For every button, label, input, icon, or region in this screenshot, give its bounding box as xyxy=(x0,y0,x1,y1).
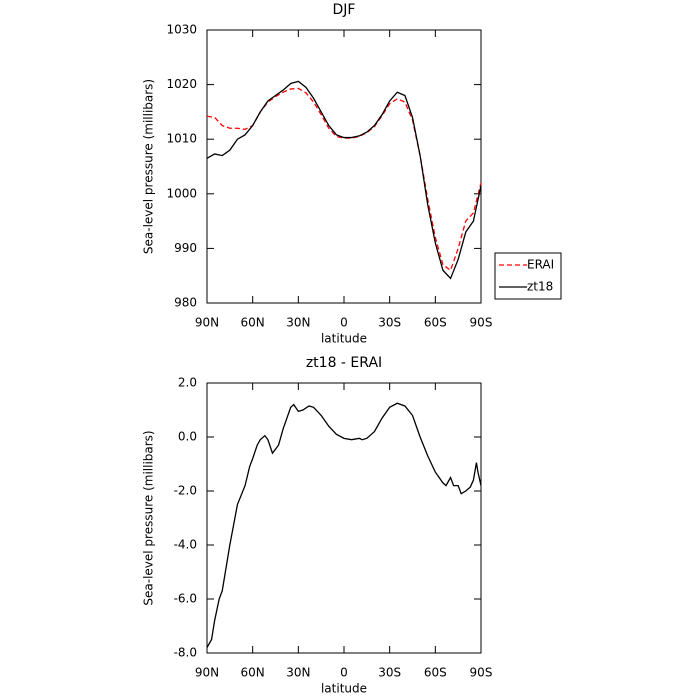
x-tick-label: 60N xyxy=(241,666,265,680)
y-tick-label: -8.0 xyxy=(174,646,197,660)
x-tick-label: 90S xyxy=(470,666,493,680)
y-tick-label: -2.0 xyxy=(174,484,197,498)
y-tick-label: 1030 xyxy=(166,23,197,37)
y-tick-label: 990 xyxy=(174,241,197,255)
y-tick-label: 980 xyxy=(174,296,197,310)
y-tick-label: -6.0 xyxy=(174,592,197,606)
x-tick-label: 90N xyxy=(195,666,219,680)
series-line xyxy=(206,402,482,648)
y-axis-label: Sea-level pressure (millibars) xyxy=(142,430,156,605)
y-tick-label: 0.0 xyxy=(178,430,197,444)
x-tick-label: 60N xyxy=(241,316,265,330)
x-tick-label: 0 xyxy=(340,316,348,330)
chart-title: zt18 - ERAI xyxy=(306,355,382,371)
series-line xyxy=(206,87,482,272)
legend-box xyxy=(494,252,562,300)
x-tick-label: 60S xyxy=(424,666,447,680)
x-tick-label: 90N xyxy=(195,316,219,330)
x-tick-label: 30S xyxy=(378,666,401,680)
y-tick-label: 1000 xyxy=(166,186,197,200)
plot-frame xyxy=(206,29,482,304)
y-axis-label: Sea-level pressure (millibars) xyxy=(142,79,156,254)
chart-title: DJF xyxy=(333,2,356,18)
legend-label: zt18 xyxy=(527,280,553,294)
x-tick-label: 90S xyxy=(470,316,493,330)
x-tick-label: 30N xyxy=(286,666,310,680)
y-tick-label: 1020 xyxy=(166,77,197,91)
legend-label: ERAI xyxy=(527,258,554,272)
plot-frame xyxy=(206,382,482,654)
x-tick-label: 30N xyxy=(286,316,310,330)
x-tick-label: 30S xyxy=(378,316,401,330)
x-axis-label: latitude xyxy=(321,682,367,696)
x-axis-label: latitude xyxy=(321,332,367,346)
y-tick-label: 2.0 xyxy=(178,376,197,390)
y-tick-label: 1010 xyxy=(166,132,197,146)
x-tick-label: 60S xyxy=(424,316,447,330)
y-tick-label: -4.0 xyxy=(174,538,197,552)
x-tick-label: 0 xyxy=(340,666,348,680)
series-line xyxy=(206,80,482,280)
